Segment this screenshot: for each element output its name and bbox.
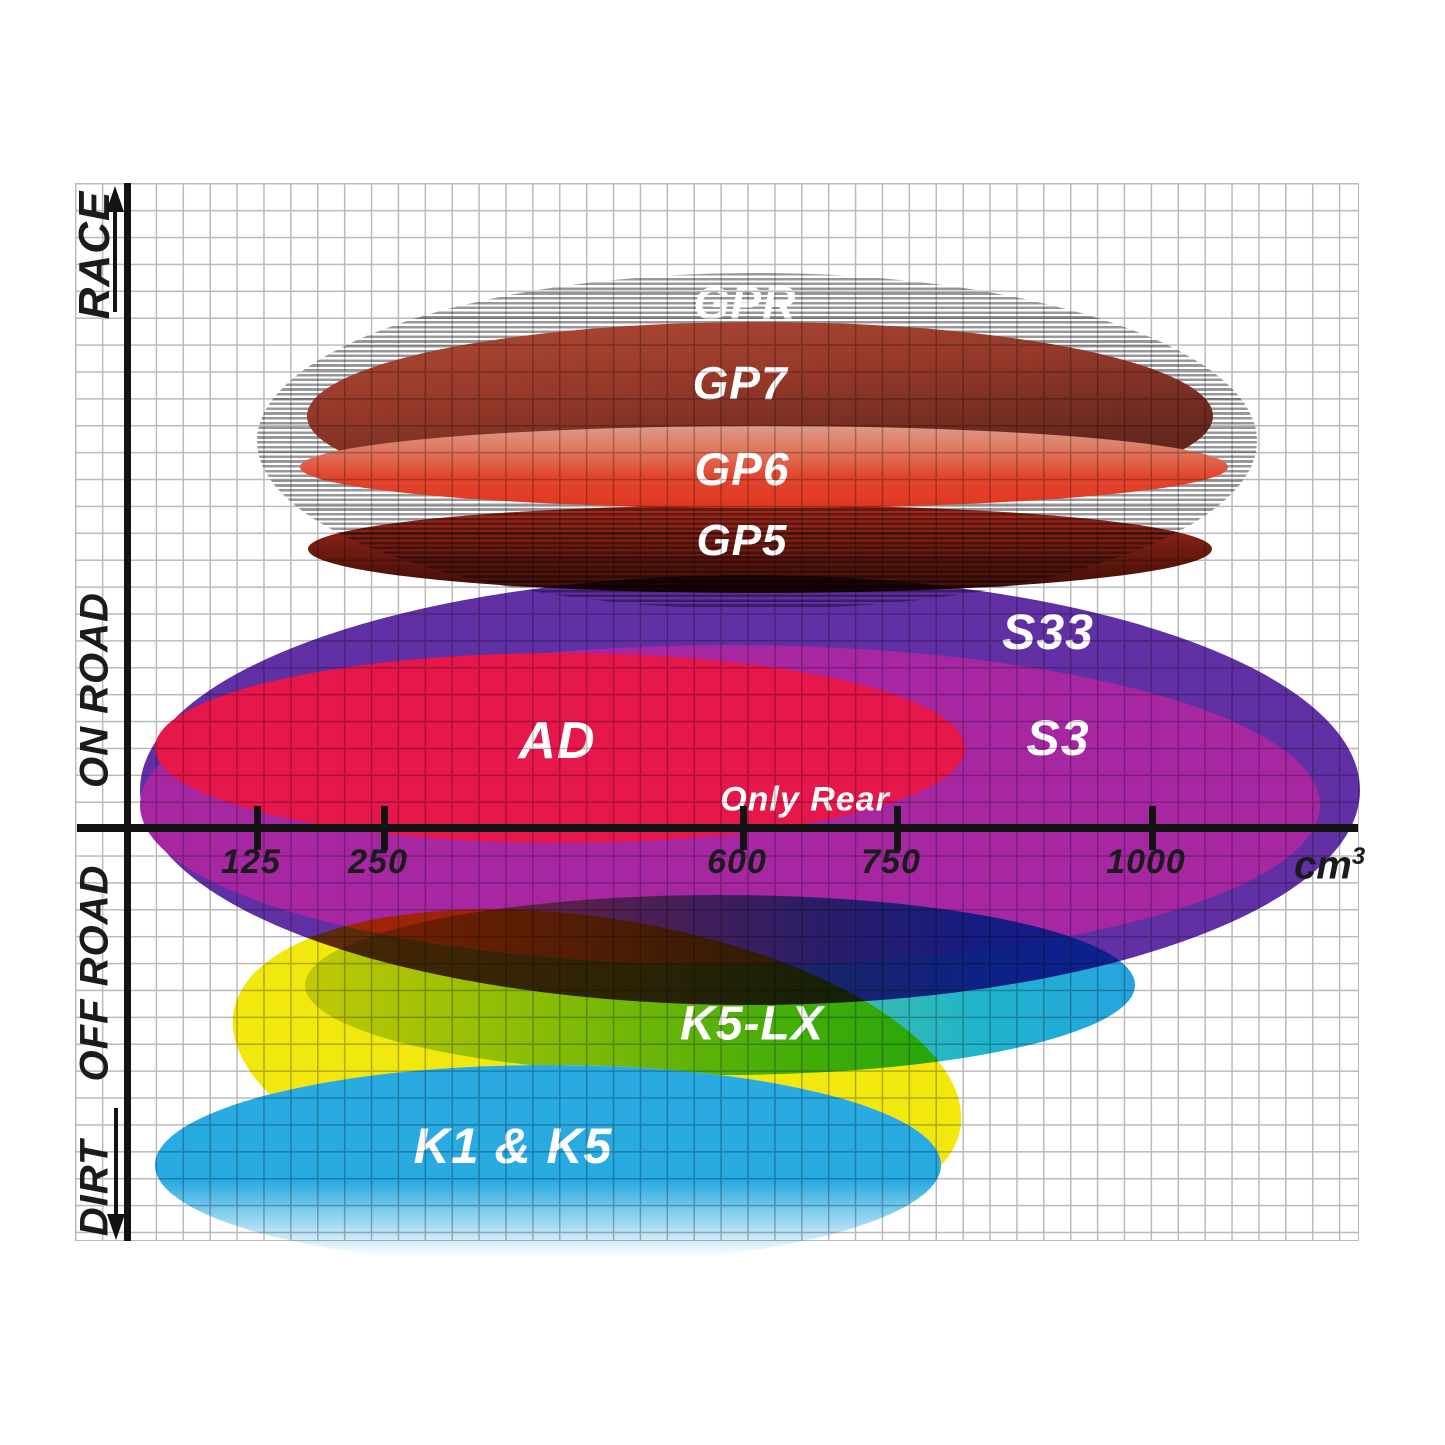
race-up-arrow-line [113,208,117,312]
x-axis-unit-label: cm3 [1294,843,1365,888]
x-tick-label-600: 600 [707,843,767,881]
x-axis-unit-text: cm [1294,843,1352,888]
x-tick-label-250: 250 [348,843,408,881]
dirt-down-arrow-line [114,1108,118,1216]
x-tick-label-1000: 1000 [1106,843,1186,881]
y-axis-line [124,183,131,1241]
race-up-arrow-icon [106,186,124,212]
x-tick-label-750: 750 [861,843,921,881]
x-axis-unit-sup: 3 [1351,843,1366,870]
y-band-label-off-road: OFF ROAD [72,864,117,1082]
dirt-down-arrow-icon [107,1214,125,1240]
y-band-label-on-road: ON ROAD [72,592,117,788]
x-tick-label-125: 125 [221,843,281,881]
x-axis-line [77,824,1358,832]
